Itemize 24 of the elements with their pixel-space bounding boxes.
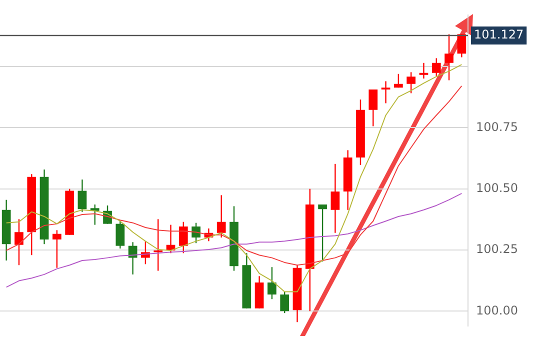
candlestick xyxy=(268,266,276,300)
candlestick xyxy=(178,221,188,254)
candlestick xyxy=(444,34,454,81)
y-tick-label: 100.25 xyxy=(476,242,518,256)
candlestick xyxy=(394,73,403,88)
candlestick xyxy=(368,88,378,127)
candlestick xyxy=(78,178,87,212)
candlestick xyxy=(52,230,62,268)
candlestick xyxy=(381,80,390,104)
y-tick-label: 100.50 xyxy=(476,180,518,195)
y-tick-label: 100.75 xyxy=(476,120,518,134)
candlestick xyxy=(406,72,416,94)
candlestick xyxy=(14,218,24,266)
candlestick xyxy=(419,62,428,80)
candlestick xyxy=(216,194,226,238)
candlestick xyxy=(192,222,200,244)
candlestick xyxy=(318,204,327,262)
candlestick xyxy=(116,220,125,250)
candlestick xyxy=(90,204,100,226)
candlestick xyxy=(432,58,441,76)
candlestick xyxy=(330,163,340,234)
candlestick xyxy=(280,291,290,314)
ref-line-label: 101.127 xyxy=(474,28,524,42)
y-tick-label: 100.00 xyxy=(476,303,518,318)
